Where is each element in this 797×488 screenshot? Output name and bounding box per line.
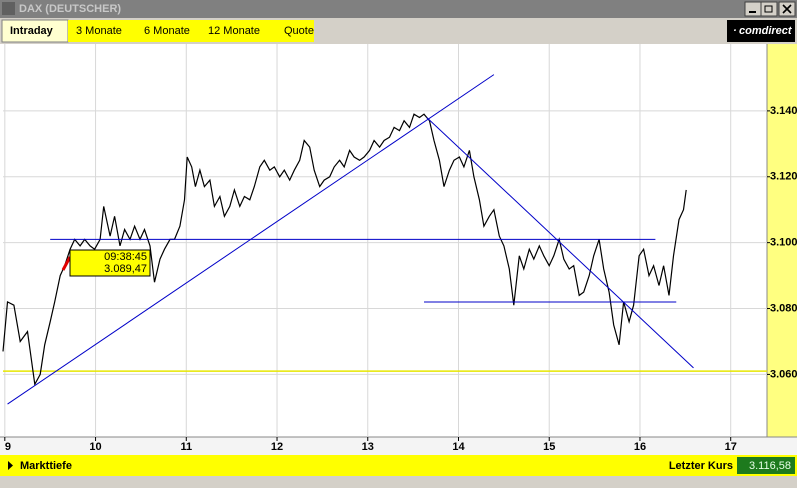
- price-line: [2, 113, 687, 387]
- x-tick-label: 10: [89, 441, 101, 453]
- x-tick-label: 12: [271, 441, 283, 453]
- restore-icon: [764, 5, 773, 13]
- tab-label: Intraday: [10, 25, 54, 37]
- tab[interactable]: [136, 20, 200, 42]
- tab[interactable]: [200, 20, 276, 42]
- footer-bar: [0, 455, 797, 476]
- trend-line: [426, 117, 694, 369]
- x-tick-label: 11: [180, 441, 192, 453]
- last-price-value: 3.116,58: [749, 460, 791, 472]
- x-tick-label: 15: [543, 441, 555, 453]
- y-tick-label: 3.080: [770, 302, 797, 314]
- plot: 9 10 11 12 13 14 15 16 17 3.060 3.080 3.100 3.120 3.1…: [2, 44, 797, 453]
- x-tick-label: 9: [5, 441, 11, 453]
- tab-label: 12 Monate: [208, 25, 260, 37]
- footer-link[interactable]: Markttiefe: [20, 460, 72, 472]
- y-tick-label: 3.120: [770, 171, 797, 183]
- close-icon: [782, 4, 792, 14]
- x-tick-label: 16: [634, 441, 646, 453]
- y-tick-label: 3.100: [770, 237, 797, 249]
- y-tick-label: 3.140: [770, 105, 797, 117]
- tab[interactable]: [68, 20, 136, 42]
- tooltip-time: 09:38:45: [104, 251, 147, 263]
- x-tick-label: 17: [725, 441, 737, 453]
- brand-name: comdirect: [739, 25, 793, 37]
- footer-arrow: [8, 461, 13, 470]
- tab-label: 3 Monate: [76, 25, 122, 37]
- y-axis-panel: [767, 44, 797, 437]
- tooltip-box: [69, 249, 151, 277]
- title-bar: [0, 0, 797, 18]
- y-tick-label: 3.060: [770, 368, 797, 380]
- tab-bar: Intraday 3 Monate 6 Monate 12 Monate Quote: [1, 19, 314, 43]
- restore-button[interactable]: [760, 1, 778, 17]
- minimize-button[interactable]: [744, 1, 762, 17]
- x-tick-label: 14: [452, 441, 465, 453]
- tab-label: Quote: [284, 25, 314, 37]
- tab[interactable]: [276, 20, 314, 42]
- app-icon: [2, 2, 15, 15]
- x-axis-panel: [0, 437, 797, 455]
- last-price-label: Letzter Kurs: [669, 460, 733, 472]
- last-price-box: [737, 457, 795, 474]
- cursor-marker: [61, 256, 72, 271]
- tab-label: 6 Monate: [144, 25, 190, 37]
- brand-dot: ·: [733, 25, 737, 37]
- brand-logo: [727, 20, 795, 42]
- x-tick-label: 13: [362, 441, 374, 453]
- window-buttons: [744, 1, 796, 17]
- window-title: DAX (DEUTSCHER): [19, 3, 121, 15]
- tooltip-price: 3.089,47: [104, 263, 147, 275]
